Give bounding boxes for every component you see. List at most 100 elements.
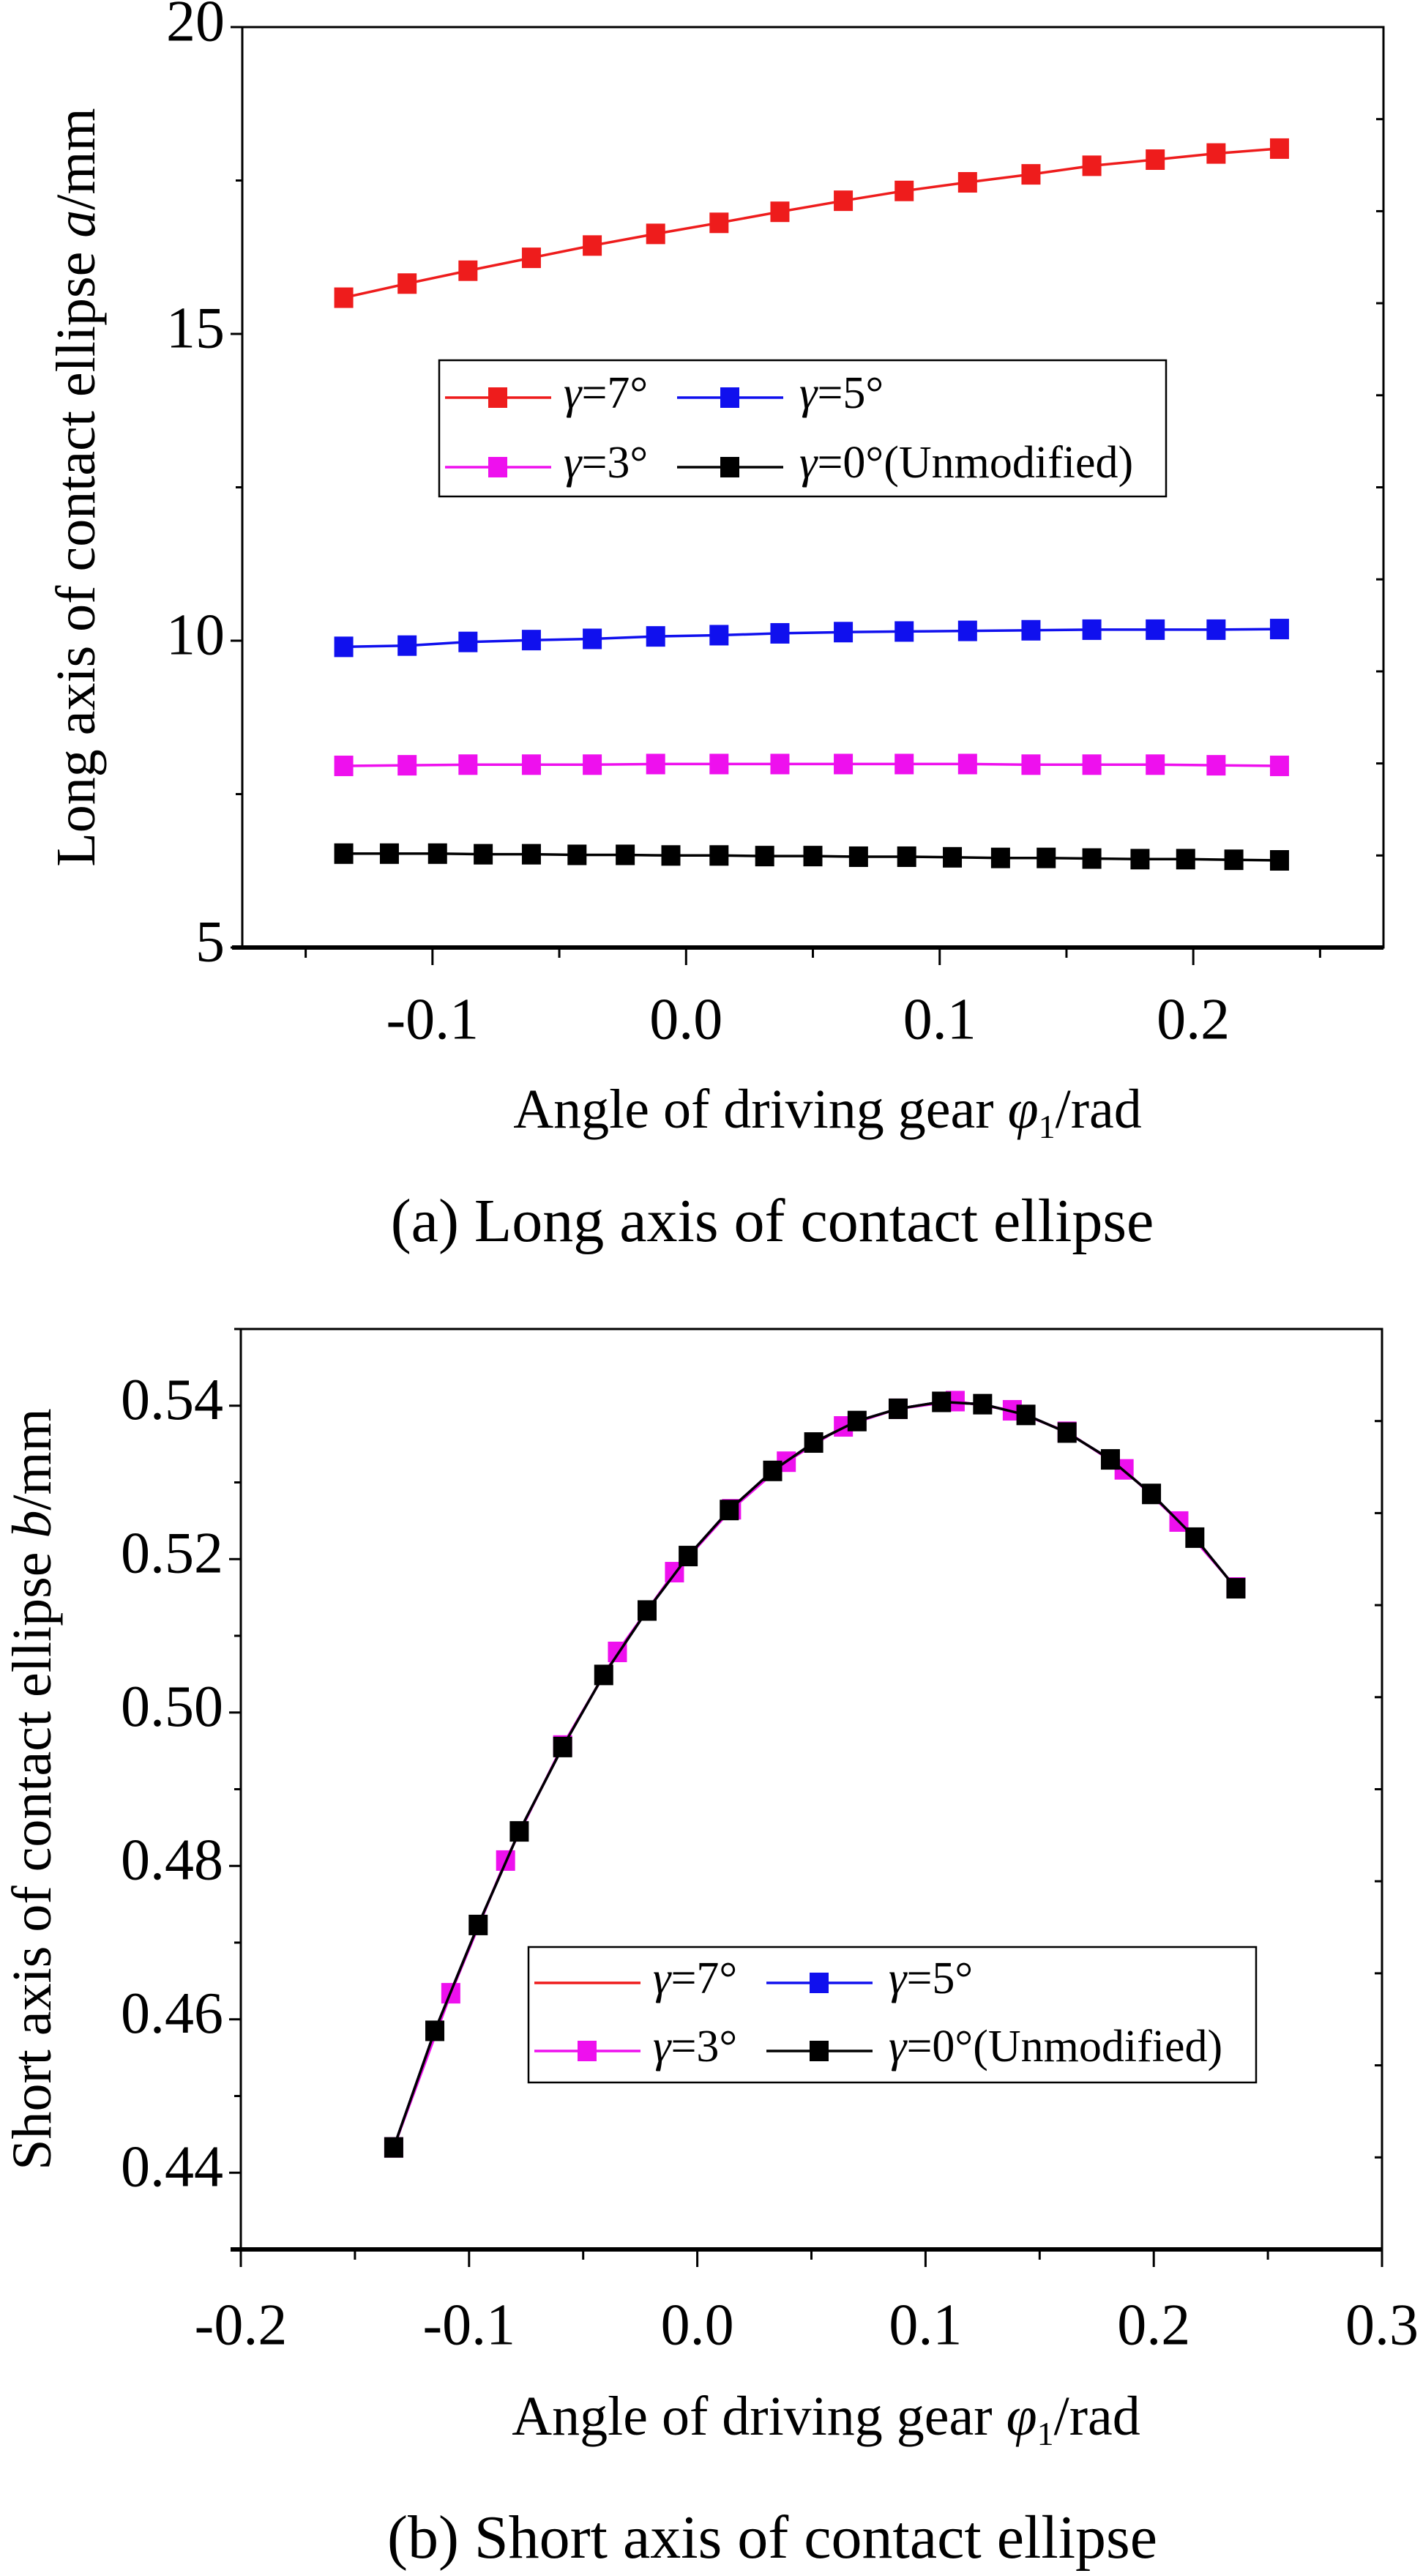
y-title-text: Short axis of contact ellipse [1,1538,63,2170]
legend-value: =3° [671,2022,737,2071]
data-point-marker [1142,1484,1162,1505]
data-point-marker [1130,849,1150,870]
data-point-marker [1082,619,1102,640]
data-point-marker [661,845,681,866]
data-point-marker [1037,847,1056,868]
x-title-subscript: 1 [1037,2415,1054,2452]
data-point-marker [834,753,854,775]
legend-label: γ=3° [564,438,648,488]
y-tick-label: 10 [166,603,225,667]
legend-gamma: γ [564,368,583,418]
x-axis-title: Angle of driving gear φ1/rad [512,2386,1140,2452]
x-title-text: Angle of driving gear [512,2386,1006,2447]
y-tick-label: 0.44 [121,2135,223,2200]
legend-gamma: γ [653,1954,672,2003]
y-tick-label: 0.50 [121,1675,223,1739]
legend-marker [488,387,507,408]
data-point-marker [509,1821,529,1842]
data-point-marker [1226,1578,1246,1599]
data-point-marker [474,844,493,865]
legend-marker [488,457,507,477]
x-tick-label: 0.2 [1117,2293,1190,2357]
data-point-marker [646,223,665,245]
data-point-marker [567,844,587,866]
legend-gamma: γ [889,1954,908,2003]
legend-label: γ=0°(Unmodified) [889,2022,1222,2071]
legend-gamma: γ [799,438,818,488]
data-point-marker [1185,1527,1205,1548]
legend-marker [720,457,739,477]
y-title-unit: /mm [1,1408,63,1510]
legend-item: γ=7° [445,368,648,418]
legend-label: γ=0°(Unmodified) [799,438,1133,488]
legend-value: =7° [581,368,648,418]
data-point-marker [1269,755,1289,776]
data-point-marker [990,847,1010,868]
y-tick-label: 0.46 [121,1981,223,2046]
data-point-marker [1224,849,1244,871]
figure-caption: (a) Long axis of contact ellipse [391,1187,1154,1255]
data-point-marker [1206,619,1226,640]
y-title-symbol: b [1,1511,63,1538]
data-point-marker [957,172,977,193]
legend-item: γ=7° [534,1954,737,2003]
data-point-marker [897,846,916,867]
chart-b-short-axis: -0.2 -0.1 0.0 0.1 0.2 0.3 0.44 0.46 0.48 0.50 0.52… [1,1328,1419,2572]
data-point-marker [770,622,790,644]
data-point-marker [1057,1422,1077,1443]
data-point-marker [755,846,774,867]
legend-value: =5° [906,1954,973,2003]
data-point-marker [1016,1404,1036,1426]
data-point-marker [894,180,914,201]
data-point-marker [1269,138,1289,159]
legend: γ=7° γ=5°γ=3° γ=0°(Unmodified) [438,359,1168,498]
data-point-marker [1082,848,1102,869]
legend-label: γ=5° [799,368,884,418]
x-tick-label: -0.1 [386,987,479,1051]
data-point-marker [397,755,417,776]
legend-label: γ=3° [653,2022,737,2071]
x-tick-label: 0.0 [649,987,722,1051]
x-title-symbol: φ [1008,1079,1039,1140]
legend-item: γ=0°(Unmodified) [766,2022,1222,2071]
x-axis-title: Angle of driving gear φ1/rad [513,1079,1142,1145]
data-point-marker [458,754,478,775]
data-point-marker [646,626,665,647]
y-tick-label: 15 [166,296,225,360]
x-title-unit: /rad [1056,1079,1142,1140]
x-title-subscript: 1 [1039,1108,1056,1145]
data-point-marker [1021,754,1041,775]
data-point-marker [521,247,541,269]
x-tick-label: -0.1 [422,2293,515,2357]
data-point-marker [1021,619,1041,641]
legend-box [438,359,1168,498]
data-point-marker [834,622,854,643]
legend-gamma: γ [799,368,818,418]
data-point-marker [679,1546,698,1567]
y-tick-label: 0.52 [121,1522,223,1586]
legend: γ=7° γ=5°γ=3° γ=0°(Unmodified) [527,1946,1258,2084]
y-tick-label: 5 [195,909,225,974]
data-point-marker [709,625,729,646]
data-point-marker [334,636,354,658]
legend-label: γ=7° [564,368,648,418]
data-point-marker [1269,850,1289,871]
data-point-marker [583,628,602,649]
data-point-marker [646,753,665,775]
series-γ=0°(Unmodified) [334,843,1289,871]
data-point-marker [638,1600,657,1621]
data-point-marker [894,621,914,642]
series-γ=0°(Unmodified) [384,1391,1246,2158]
legend-marker [810,2041,829,2061]
y-tick-label: 0.54 [121,1368,223,1432]
data-point-marker [720,1500,739,1521]
series-γ=7° [334,138,1289,308]
data-point-marker [894,753,914,775]
y-title-text: Long axis of contact ellipse [45,238,107,867]
y-axis-title: Long axis of contact ellipse a/mm [45,108,107,866]
x-title-unit: /rad [1054,2386,1140,2447]
data-point-marker [973,1393,993,1415]
data-point-marker [553,1736,572,1757]
data-point-marker [770,753,790,775]
